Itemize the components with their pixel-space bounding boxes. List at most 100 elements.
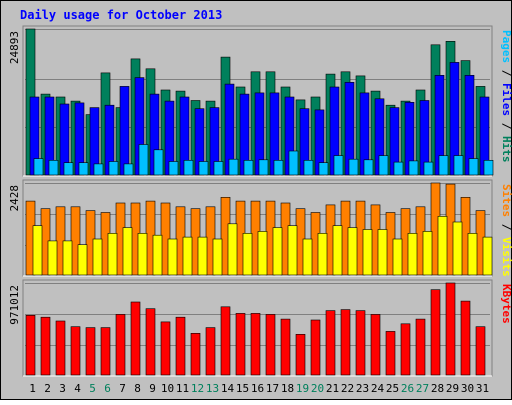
x-tick-label-day-28: 28 <box>431 382 444 395</box>
axis-legend-part-middle-0: Sites <box>500 184 512 217</box>
bar-pages-day-9 <box>153 149 164 176</box>
axis-legend-part-top-4: Hits <box>500 136 512 163</box>
bar-kbytes-day-3 <box>55 320 66 376</box>
x-tick-label-day-16: 16 <box>251 382 264 395</box>
axis-legend-part-top-0: Pages <box>500 30 512 63</box>
max-label-middle: 2428 <box>8 185 21 212</box>
x-tick-label-day-19: 19 <box>296 382 309 395</box>
x-tick-label-day-14: 14 <box>221 382 235 395</box>
bar-pages-day-5 <box>93 163 104 176</box>
axis-legend-middle: Sites / Visits <box>500 184 512 277</box>
bar-pages-day-4 <box>78 162 89 176</box>
bar-sites-day-9 <box>152 234 163 276</box>
bar-kbytes-day-27 <box>415 318 426 376</box>
bar-pages-day-25 <box>393 161 404 176</box>
axis-legend-part-middle-2: Visits <box>500 237 512 277</box>
bar-sites-day-26 <box>407 233 418 276</box>
bar-sites-day-8 <box>137 233 148 276</box>
bar-pages-day-26 <box>408 160 419 176</box>
x-tick-label-day-4: 4 <box>74 382 81 395</box>
bar-sites-day-7 <box>122 227 133 276</box>
bar-sites-day-12 <box>197 236 208 276</box>
bar-sites-day-24 <box>377 229 388 276</box>
x-tick-label-day-15: 15 <box>236 382 249 395</box>
bar-kbytes-day-24 <box>370 314 381 376</box>
bar-pages-day-3 <box>63 162 74 176</box>
x-tick-label-day-3: 3 <box>59 382 66 395</box>
bar-kbytes-day-23 <box>355 310 366 376</box>
bar-pages-day-16 <box>258 159 269 176</box>
bar-kbytes-day-9 <box>145 308 156 376</box>
bar-kbytes-day-31 <box>475 326 486 376</box>
x-tick-label-day-25: 25 <box>386 382 399 395</box>
bar-pages-day-20 <box>318 162 329 176</box>
bar-sites-day-4 <box>77 244 88 276</box>
bar-kbytes-day-26 <box>400 323 411 376</box>
bar-kbytes-day-15 <box>235 313 246 376</box>
x-tick-label-day-1: 1 <box>29 382 36 395</box>
bar-pages-day-12 <box>198 161 209 176</box>
bar-pages-day-28 <box>438 155 449 176</box>
x-tick-label-day-8: 8 <box>134 382 141 395</box>
x-tick-label-day-6: 6 <box>104 382 111 395</box>
x-tick-label-day-10: 10 <box>161 382 174 395</box>
bar-pages-day-13 <box>213 161 224 176</box>
x-tick-label-day-18: 18 <box>281 382 294 395</box>
x-tick-label-day-27: 27 <box>416 382 429 395</box>
bar-pages-day-10 <box>168 161 179 176</box>
bar-kbytes-day-28 <box>430 289 441 376</box>
bar-kbytes-day-12 <box>190 332 201 376</box>
bar-kbytes-day-4 <box>70 326 81 376</box>
bar-kbytes-day-21 <box>325 310 336 376</box>
x-tick-label-day-12: 12 <box>191 382 204 395</box>
bar-pages-day-7 <box>123 163 134 176</box>
x-tick-label-day-11: 11 <box>176 382 189 395</box>
bar-sites-day-31 <box>482 236 493 276</box>
bar-kbytes-day-7 <box>115 314 126 376</box>
bar-sites-day-13 <box>212 238 223 276</box>
bar-sites-day-5 <box>92 238 103 276</box>
x-tick-label-day-22: 22 <box>341 382 354 395</box>
bar-pages-day-30 <box>468 158 479 176</box>
max-label-bottom: 971012 <box>8 285 21 325</box>
chart-title: Daily usage for October 2013 <box>20 8 222 22</box>
bar-pages-day-24 <box>378 155 389 176</box>
x-tick-label-day-20: 20 <box>311 382 324 395</box>
bar-sites-day-15 <box>242 233 253 276</box>
x-tick-label-day-9: 9 <box>149 382 156 395</box>
bar-pages-day-19 <box>303 160 314 176</box>
bar-pages-day-29 <box>453 155 464 176</box>
bar-kbytes-day-14 <box>220 306 231 376</box>
bar-sites-day-10 <box>167 238 178 276</box>
bar-sites-day-18 <box>287 225 298 276</box>
bar-sites-day-2 <box>47 240 58 276</box>
bar-kbytes-day-11 <box>175 316 186 376</box>
bar-sites-day-23 <box>362 229 373 276</box>
bar-sites-day-6 <box>107 233 118 276</box>
bar-sites-day-21 <box>332 225 343 276</box>
axis-legend-top: Pages / Files / Hits <box>500 30 512 163</box>
bar-kbytes-day-29 <box>445 282 456 376</box>
bar-pages-day-17 <box>273 160 284 176</box>
bar-sites-day-16 <box>257 231 268 276</box>
bar-pages-day-1 <box>33 158 44 176</box>
axis-legend-part-middle-1: / <box>500 217 512 237</box>
x-tick-label-day-13: 13 <box>206 382 219 395</box>
bar-kbytes-day-1 <box>25 314 36 376</box>
x-tick-label-day-2: 2 <box>44 382 51 395</box>
bar-sites-day-1 <box>32 225 43 276</box>
bar-sites-day-29 <box>452 221 463 276</box>
axis-legend-bottom: KBytes <box>500 284 512 324</box>
bar-sites-day-3 <box>62 240 73 276</box>
bar-kbytes-day-20 <box>310 319 321 376</box>
bar-sites-day-19 <box>302 238 313 276</box>
bar-kbytes-day-6 <box>100 327 111 376</box>
bar-sites-day-27 <box>422 231 433 276</box>
x-tick-label-day-31: 31 <box>476 382 489 395</box>
x-tick-label-day-26: 26 <box>401 382 414 395</box>
bar-kbytes-day-25 <box>385 331 396 376</box>
bar-pages-day-14 <box>228 158 239 176</box>
bar-kbytes-day-2 <box>40 316 51 376</box>
bar-kbytes-day-22 <box>340 309 351 376</box>
